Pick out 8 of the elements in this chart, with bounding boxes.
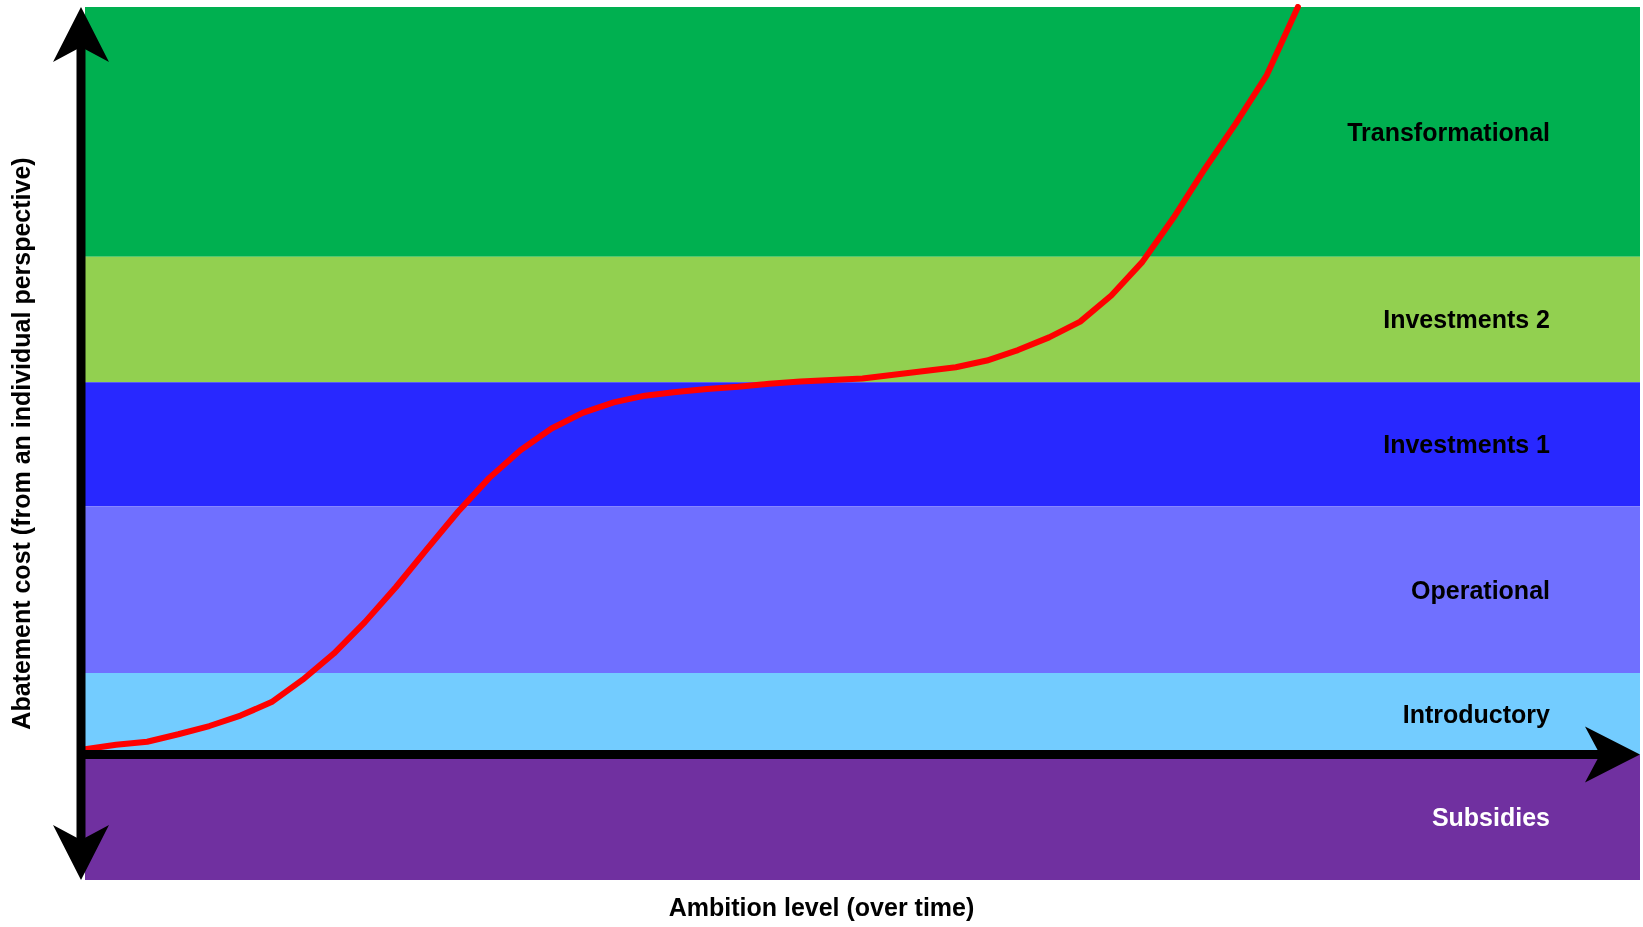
band-label: Transformational	[1347, 117, 1550, 146]
y-axis-title: Abatement cost (from an individual perspective)	[6, 157, 35, 730]
band-label: Operational	[1411, 575, 1550, 604]
text: Ambition level (over time)	[668, 892, 975, 921]
band-label: Subsidies	[1431, 803, 1550, 832]
band-label: Investments 1	[1383, 430, 1551, 459]
band-label: Investments 2	[1383, 305, 1550, 334]
band-label: Introductory	[1402, 699, 1551, 728]
